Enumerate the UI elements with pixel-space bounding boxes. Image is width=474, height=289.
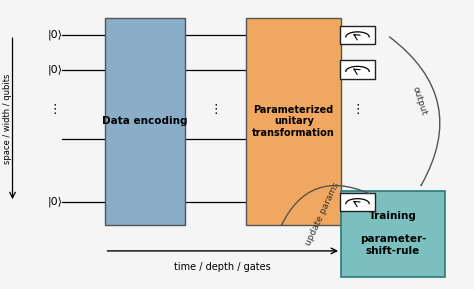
Text: |0⟩: |0⟩: [47, 197, 63, 207]
Bar: [105, 18, 185, 225]
Bar: [339, 26, 375, 45]
FancyArrowPatch shape: [390, 37, 440, 185]
Text: update params: update params: [303, 180, 341, 247]
Text: ⋮: ⋮: [210, 103, 222, 116]
Text: output: output: [411, 86, 429, 117]
Text: time / depth / gates: time / depth / gates: [174, 262, 271, 273]
Text: ⋮: ⋮: [49, 103, 61, 116]
Bar: [341, 190, 445, 277]
FancyArrowPatch shape: [282, 186, 370, 225]
Text: |0⟩: |0⟩: [47, 30, 63, 40]
Text: Training

parameter-
shift-rule: Training parameter- shift-rule: [360, 211, 426, 256]
Bar: [339, 193, 375, 211]
Text: Parameterized
unitary
transformation: Parameterized unitary transformation: [252, 105, 335, 138]
Text: space / width / qubits: space / width / qubits: [3, 73, 12, 164]
Bar: [246, 18, 341, 225]
Text: Data encoding: Data encoding: [102, 116, 188, 127]
Text: ⋮: ⋮: [351, 103, 364, 116]
Bar: [339, 60, 375, 79]
Text: |0⟩: |0⟩: [47, 64, 63, 75]
